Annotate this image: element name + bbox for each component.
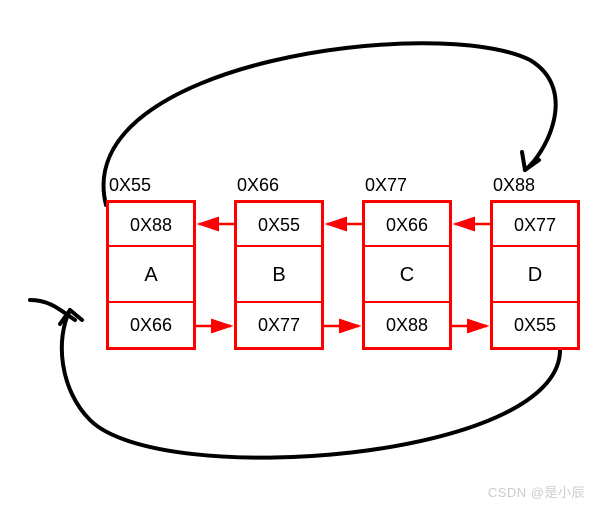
node-prev-cell: 0X55 <box>237 203 321 247</box>
node-value-cell: A <box>109 247 193 303</box>
node-next-cell: 0X77 <box>237 303 321 347</box>
node-value-cell: D <box>493 247 577 303</box>
list-node-b: 0X66 0X55 B 0X77 <box>234 200 324 350</box>
node-address-label: 0X55 <box>109 175 193 196</box>
watermark-text: CSDN @是小辰 <box>488 482 585 501</box>
node-next-cell: 0X66 <box>109 303 193 347</box>
node-address-label: 0X66 <box>237 175 321 196</box>
loop-arrowhead-top <box>522 152 539 170</box>
node-value-cell: C <box>365 247 449 303</box>
node-next-cell: 0X88 <box>365 303 449 347</box>
list-node-c: 0X77 0X66 C 0X88 <box>362 200 452 350</box>
list-node-d: 0X88 0X77 D 0X55 <box>490 200 580 350</box>
node-address-label: 0X77 <box>365 175 449 196</box>
stray-stroke-left <box>30 300 75 320</box>
node-next-cell: 0X55 <box>493 303 577 347</box>
node-prev-cell: 0X88 <box>109 203 193 247</box>
node-value-cell: B <box>237 247 321 303</box>
node-prev-cell: 0X66 <box>365 203 449 247</box>
list-node-a: 0X55 0X88 A 0X66 <box>106 200 196 350</box>
loop-arrowhead-bottom <box>60 310 82 324</box>
node-prev-cell: 0X77 <box>493 203 577 247</box>
node-address-label: 0X88 <box>493 175 577 196</box>
